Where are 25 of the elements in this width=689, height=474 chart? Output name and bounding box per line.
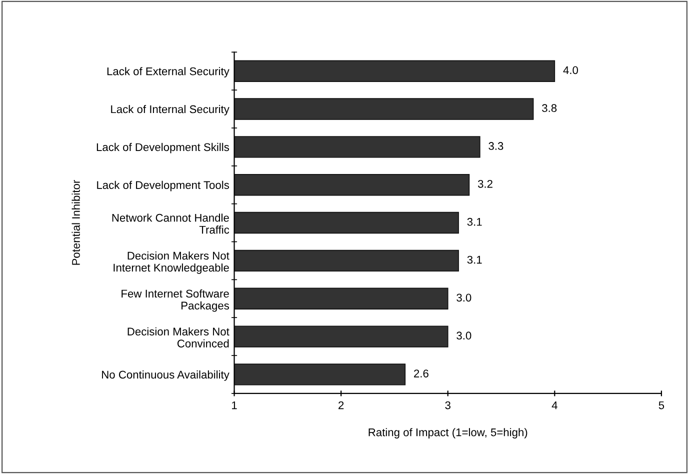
data-label: 3.3 bbox=[488, 142, 504, 150]
y-tick-label: Few Internet Software Packages bbox=[122, 289, 229, 312]
y-tick-label: Lack of Development Tools bbox=[97, 180, 230, 192]
data-label: 3.2 bbox=[478, 180, 492, 188]
x-tick-label: 4 bbox=[552, 401, 558, 410]
y-tick-label: Lack of Development Skills bbox=[96, 142, 230, 154]
x-axis-title: Rating of Impact (1=low, 5=high) bbox=[368, 428, 528, 438]
y-tick-label: No Continuous Availability bbox=[102, 370, 230, 381]
x-tick-label: 5 bbox=[658, 401, 664, 410]
y-axis-title: Potential Inhibitor bbox=[72, 180, 80, 265]
y-tick-label: Network Cannot Handle Traffic bbox=[112, 214, 230, 234]
data-label: 4.0 bbox=[563, 66, 578, 74]
x-tick-label: 3 bbox=[445, 401, 450, 410]
data-label: 3.1 bbox=[467, 218, 482, 226]
data-label: 3.0 bbox=[456, 332, 472, 340]
data-label: 3.0 bbox=[456, 294, 472, 302]
x-tick-label: 2 bbox=[338, 401, 344, 410]
y-tick-label: Decision Makers Not Internet Knowledgeable bbox=[114, 251, 230, 274]
data-label: 3.8 bbox=[542, 104, 557, 112]
data-label: 3.1 bbox=[467, 256, 482, 264]
y-tick-label: Lack of External Security bbox=[107, 67, 230, 78]
y-tick-label: Decision Makers Not Convinced bbox=[128, 327, 230, 348]
y-tick-label: Lack of Internal Security bbox=[111, 104, 230, 116]
data-label: 2.6 bbox=[414, 370, 428, 378]
x-tick-label: 1 bbox=[232, 401, 237, 410]
